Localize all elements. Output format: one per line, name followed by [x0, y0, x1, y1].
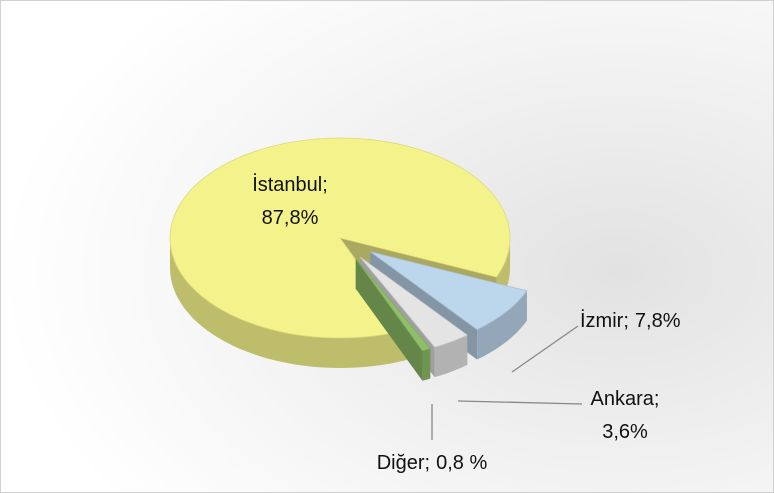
data-label-value: 87,8% [262, 207, 319, 229]
data-label: İzmir; 7,8% [580, 309, 681, 332]
data-label-value: 0,8 % [436, 452, 487, 474]
slice [355, 258, 431, 352]
slice-side [477, 290, 527, 360]
slice [370, 251, 528, 330]
slice-side [170, 238, 407, 368]
leader-line [511, 325, 579, 373]
data-label-value: 3,6% [602, 421, 648, 443]
data-label: İstanbul; 87,8% [252, 173, 328, 229]
slice [360, 256, 468, 348]
data-label-category: Diğer; [377, 452, 430, 474]
data-label-category: İzmir; [580, 309, 629, 332]
slice-side [422, 348, 431, 381]
data-label: Diğer; 0,8 % [377, 452, 488, 474]
data-label-category: İstanbul; [252, 173, 328, 196]
slice [169, 137, 511, 339]
data-label-category: Ankara; [591, 388, 660, 410]
data-label: Ankara; 3,6% [591, 388, 660, 443]
data-label-value: 7,8% [635, 310, 681, 332]
slice-edge [355, 258, 423, 381]
leader-line [457, 400, 583, 405]
slice-side [434, 335, 468, 378]
